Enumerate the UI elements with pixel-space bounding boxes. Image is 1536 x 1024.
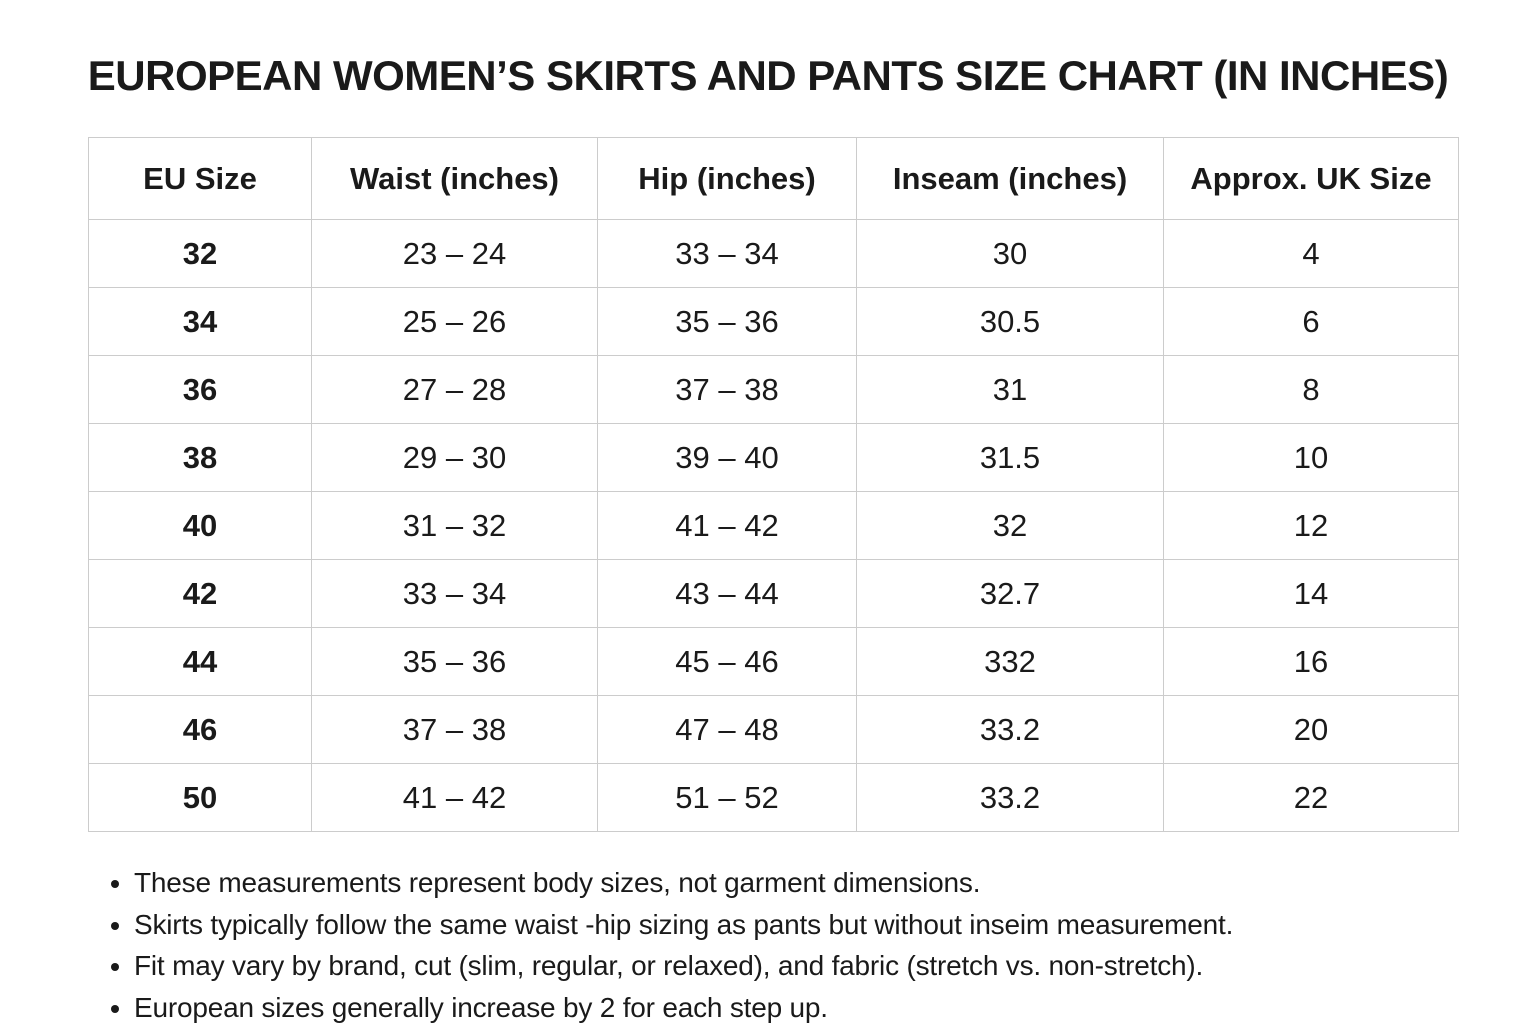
measurement-cell: 37 – 38	[597, 355, 857, 424]
column-header: Inseam (inches)	[856, 137, 1164, 220]
measurement-cell: 27 – 28	[311, 355, 598, 424]
measurement-cell: 12	[1163, 491, 1459, 560]
table-row: 42 33 – 34 43 – 44 32.7 14	[88, 559, 1459, 628]
table-row: 46 37 – 38 47 – 48 33.2 20	[88, 695, 1459, 764]
eu-size-cell: 32	[88, 219, 312, 288]
measurement-cell: 33 – 34	[597, 219, 857, 288]
measurement-cell: 6	[1163, 287, 1459, 356]
eu-size-cell: 46	[88, 695, 312, 764]
size-chart-table: EU Size Waist (inches) Hip (inches) Inseam …	[88, 137, 1459, 832]
measurement-cell: 16	[1163, 627, 1459, 696]
note-item: Skirts typically follow the same waist -…	[134, 904, 1536, 946]
eu-size-cell: 40	[88, 491, 312, 560]
eu-size-cell: 44	[88, 627, 312, 696]
measurement-cell: 14	[1163, 559, 1459, 628]
measurement-cell: 35 – 36	[597, 287, 857, 356]
measurement-cell: 41 – 42	[311, 763, 598, 832]
column-header: Hip (inches)	[597, 137, 857, 220]
measurement-cell: 33.2	[856, 695, 1164, 764]
measurement-cell: 43 – 44	[597, 559, 857, 628]
table-row: 34 25 – 26 35 – 36 30.5 6	[88, 287, 1459, 356]
eu-size-cell: 42	[88, 559, 312, 628]
table-row: 32 23 – 24 33 – 34 30 4	[88, 219, 1459, 288]
note-item: European sizes generally increase by 2 f…	[134, 987, 1536, 1024]
eu-size-cell: 38	[88, 423, 312, 492]
measurement-cell: 35 – 36	[311, 627, 598, 696]
table-row: 38 29 – 30 39 – 40 31.5 10	[88, 423, 1459, 492]
measurement-cell: 332	[856, 627, 1164, 696]
eu-size-cell: 34	[88, 287, 312, 356]
measurement-cell: 23 – 24	[311, 219, 598, 288]
notes-list: These measurements represent body sizes,…	[110, 862, 1536, 1024]
measurement-cell: 29 – 30	[311, 423, 598, 492]
measurement-cell: 25 – 26	[311, 287, 598, 356]
note-item: Fit may vary by brand, cut (slim, regula…	[134, 945, 1536, 987]
measurement-cell: 37 – 38	[311, 695, 598, 764]
page-title: EUROPEAN WOMEN’S SKIRTS AND PANTS SIZE C…	[87, 52, 1449, 99]
table-row: 44 35 – 36 45 – 46 332 16	[88, 627, 1459, 696]
eu-size-cell: 50	[88, 763, 312, 832]
measurement-cell: 8	[1163, 355, 1459, 424]
measurement-cell: 41 – 42	[597, 491, 857, 560]
measurement-cell: 39 – 40	[597, 423, 857, 492]
column-header: EU Size	[88, 137, 312, 220]
table-body: 32 23 – 24 33 – 34 30 4 34 25 – 26 35 – 36 30.5 6…	[88, 219, 1459, 832]
measurement-cell: 31	[856, 355, 1164, 424]
column-header: Approx. UK Size	[1163, 137, 1459, 220]
measurement-cell: 47 – 48	[597, 695, 857, 764]
measurement-cell: 33.2	[856, 763, 1164, 832]
measurement-cell: 30	[856, 219, 1164, 288]
measurement-cell: 33 – 34	[311, 559, 598, 628]
measurement-cell: 45 – 46	[597, 627, 857, 696]
table-row: 50 41 – 42 51 – 52 33.2 22	[88, 763, 1459, 832]
measurement-cell: 31.5	[856, 423, 1164, 492]
measurement-cell: 22	[1163, 763, 1459, 832]
table-row: 36 27 – 28 37 – 38 31 8	[88, 355, 1459, 424]
note-item: These measurements represent body sizes,…	[134, 862, 1536, 904]
column-header: Waist (inches)	[311, 137, 598, 220]
measurement-cell: 4	[1163, 219, 1459, 288]
table-row: 40 31 – 32 41 – 42 32 12	[88, 491, 1459, 560]
measurement-cell: 32.7	[856, 559, 1164, 628]
measurement-cell: 30.5	[856, 287, 1164, 356]
measurement-cell: 31 – 32	[311, 491, 598, 560]
measurement-cell: 51 – 52	[597, 763, 857, 832]
table-header-row: EU Size Waist (inches) Hip (inches) Inseam …	[88, 137, 1459, 220]
measurement-cell: 32	[856, 491, 1164, 560]
eu-size-cell: 36	[88, 355, 312, 424]
measurement-cell: 20	[1163, 695, 1459, 764]
measurement-cell: 10	[1163, 423, 1459, 492]
